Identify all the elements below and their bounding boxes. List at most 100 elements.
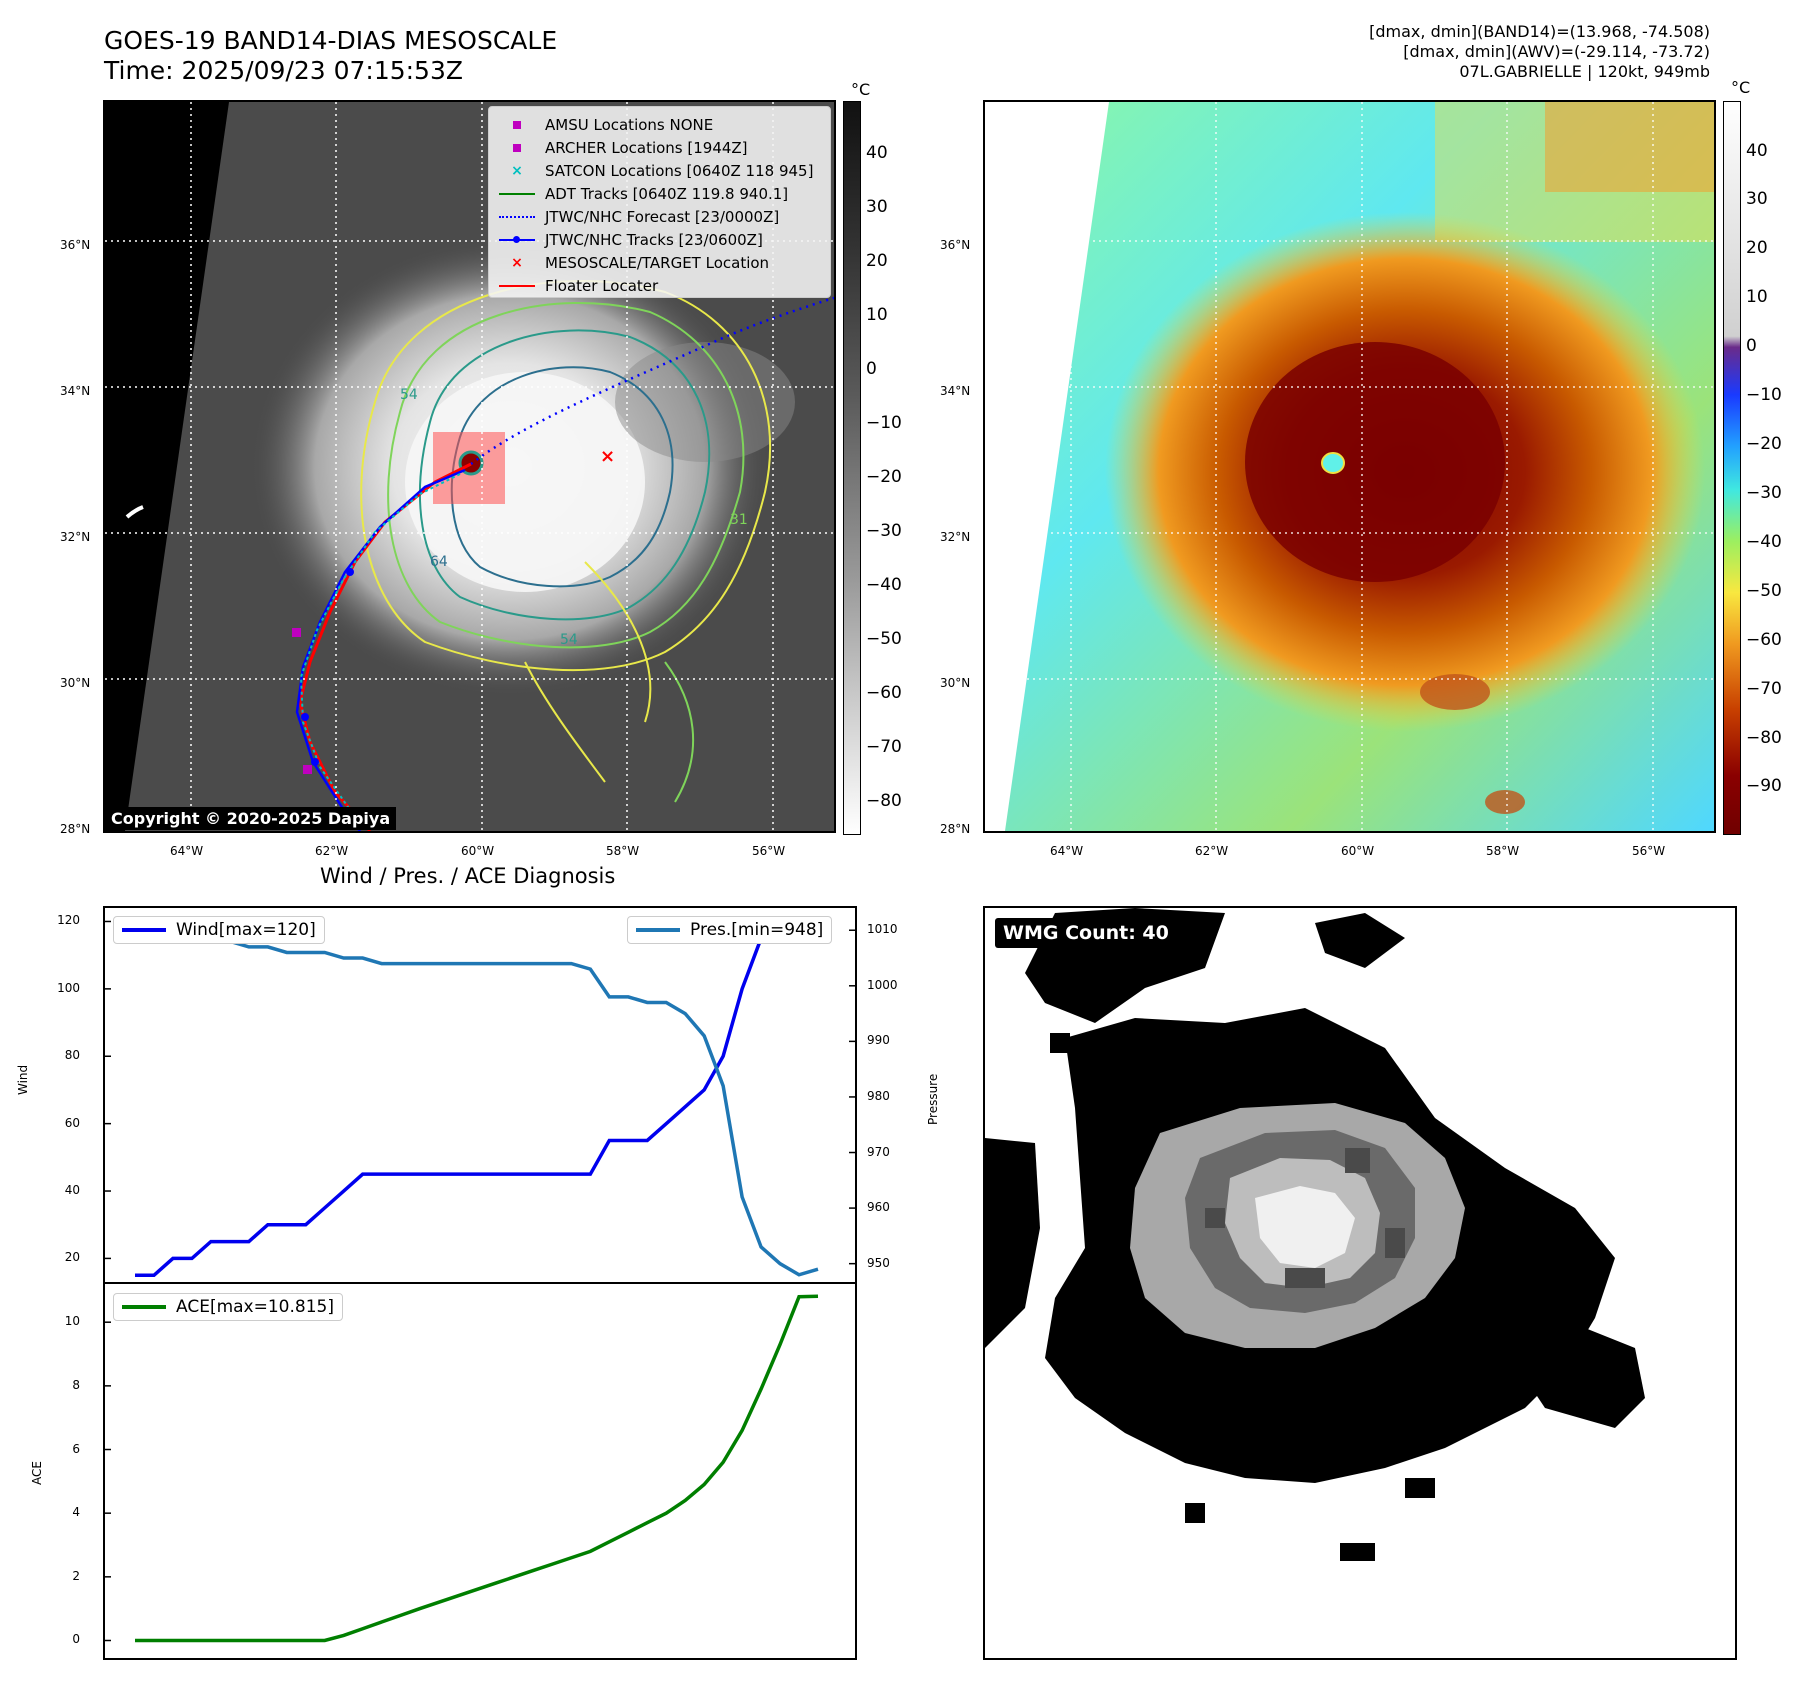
ace-plot[interactable] [103,1282,857,1660]
ace-tick-label: 2 [72,1568,80,1583]
lon-tick: 58°W [1486,844,1520,858]
colorbar-tick: −80 [866,791,902,811]
legend-item: × MESOSCALE/TARGET Location [511,253,770,272]
legend-item: JTWC/NHC Forecast [23/0000Z] [497,205,822,228]
lon-tick: 62°W [315,844,349,858]
lon-tick: 60°W [1341,844,1375,858]
legend-item: Floater Locater [497,274,822,297]
colorbar-tick: −70 [866,737,902,757]
wind-pressure-plot[interactable] [103,906,857,1284]
colorbar-tick: 0 [866,359,877,379]
wind-tick-label: 100 [57,980,80,995]
lat-tick: 34°N [60,384,91,398]
colorbar-tick: −30 [1746,483,1782,503]
pressure-legend: Pres.[min=948] [627,916,833,944]
colorbar-tick: −70 [1746,679,1782,699]
contour-label: 54 [400,387,418,403]
pressure-tick-label: 950 [867,1255,890,1270]
ace-tick-label: 8 [72,1377,80,1392]
contour-label: 54 [560,632,578,648]
wind-pressure-svg [105,919,855,1278]
enhanced-colorbar [1723,101,1741,835]
colorbar-tick: −40 [1746,532,1782,552]
colorbar-tick: −90 [1746,776,1782,796]
copyright-label: Copyright © 2020-2025 Dapiya [105,807,397,830]
wmg-panel[interactable]: WMG Count: 40 [983,906,1737,1660]
pressure-tick-label: 990 [867,1033,890,1048]
colorbar-unit: °C [851,80,871,99]
lon-tick: 64°W [170,844,204,858]
colorbar-unit: °C [1731,78,1751,97]
lat-tick: 28°N [60,822,91,836]
ace-series-line [135,1294,819,1643]
contour-label: 64 [430,554,448,570]
colorbar-tick: −60 [866,683,902,703]
lat-tick: 34°N [940,384,971,398]
colorbar-tick: 20 [866,251,888,271]
lon-tick: 56°W [1632,844,1666,858]
ir-map-image: × [105,102,834,831]
pressure-axis-label: Pressure [926,1073,940,1125]
pressure-tick-label: 960 [867,1200,890,1215]
colorbar-tick: −40 [866,575,902,595]
figure-title: GOES-19 BAND14-DIAS MESOSCALE [104,26,558,55]
lon-tick: 64°W [1050,844,1084,858]
pressure-tick-label: 970 [867,1144,890,1159]
colorbar-tick: −50 [866,629,902,649]
colorbar-tick: −50 [1746,581,1782,601]
lat-tick: 28°N [940,822,971,836]
colorbar-tick: 30 [1746,189,1768,209]
lat-tick: 36°N [60,238,91,252]
band14-stats: [dmax, dmin](BAND14)=(13.968, -74.508) [1369,22,1710,41]
wind-legend: Wind[max=120] [113,916,325,944]
legend-item: AMSU Locations NONE [497,113,822,136]
storm-info: 07L.GABRIELLE | 120kt, 949mb [1459,62,1710,81]
wind-tick-label: 80 [64,1048,80,1063]
ace-svg [105,1294,819,1643]
colorbar-tick: 40 [1746,141,1768,161]
wind-tick-label: 60 [64,1115,80,1130]
legend-item: × SATCON Locations [0640Z 118 945] [511,161,814,180]
colorbar-tick: 20 [1746,238,1768,258]
colorbar-tick: −20 [866,467,902,487]
colorbar-tick: 10 [866,305,888,325]
wind-axis-label: Wind [16,1064,30,1095]
lon-tick: 58°W [606,844,640,858]
wmg-count-label: WMG Count: 40 [995,918,1177,948]
ace-axis-label: ACE [30,1461,44,1485]
enhanced-ir-map-image [985,102,1714,831]
lat-tick: 30°N [60,676,91,690]
ace-tick-label: 10 [64,1314,80,1329]
lat-tick: 32°N [60,530,91,544]
lat-tick: 36°N [940,238,971,252]
ir-colorbar [843,101,861,835]
wind-series-line [135,919,818,1278]
colorbar-tick: 30 [866,197,888,217]
colorbar-tick: −80 [1746,728,1782,748]
legend-item: ADT Tracks [0640Z 119.8 940.1] [497,182,822,205]
ace-tick-label: 6 [72,1441,80,1456]
pressure-tick-label: 980 [867,1088,890,1103]
wind-tick-label: 40 [64,1183,80,1198]
lon-tick: 56°W [752,844,786,858]
legend-item: JTWC/NHC Tracks [23/0600Z] [497,228,822,251]
figure-time: Time: 2025/09/23 07:15:53Z [104,56,463,85]
lon-tick: 62°W [1195,844,1229,858]
colorbar-tick: −30 [866,521,902,541]
enhanced-ir-map-panel[interactable] [983,100,1716,833]
awv-stats: [dmax, dmin](AWV)=(-29.114, -73.72) [1403,42,1710,61]
pressure-tick-label: 1010 [867,922,898,937]
wmg-image [985,908,1645,1561]
ace-tick-label: 0 [72,1632,80,1647]
wind-tick-label: 20 [64,1250,80,1265]
colorbar-tick: 0 [1746,336,1757,356]
pressure-series-line [135,928,819,1277]
lat-tick: 30°N [940,676,971,690]
colorbar-tick: −20 [1746,434,1782,454]
svg-text:×: × [600,446,615,467]
legend-item: ARCHER Locations [1944Z] [497,136,822,159]
wind-tick-label: 120 [57,913,80,928]
colorbar-tick: 10 [1746,287,1768,307]
colorbar-tick: −60 [1746,630,1782,650]
lat-tick: 32°N [940,530,971,544]
